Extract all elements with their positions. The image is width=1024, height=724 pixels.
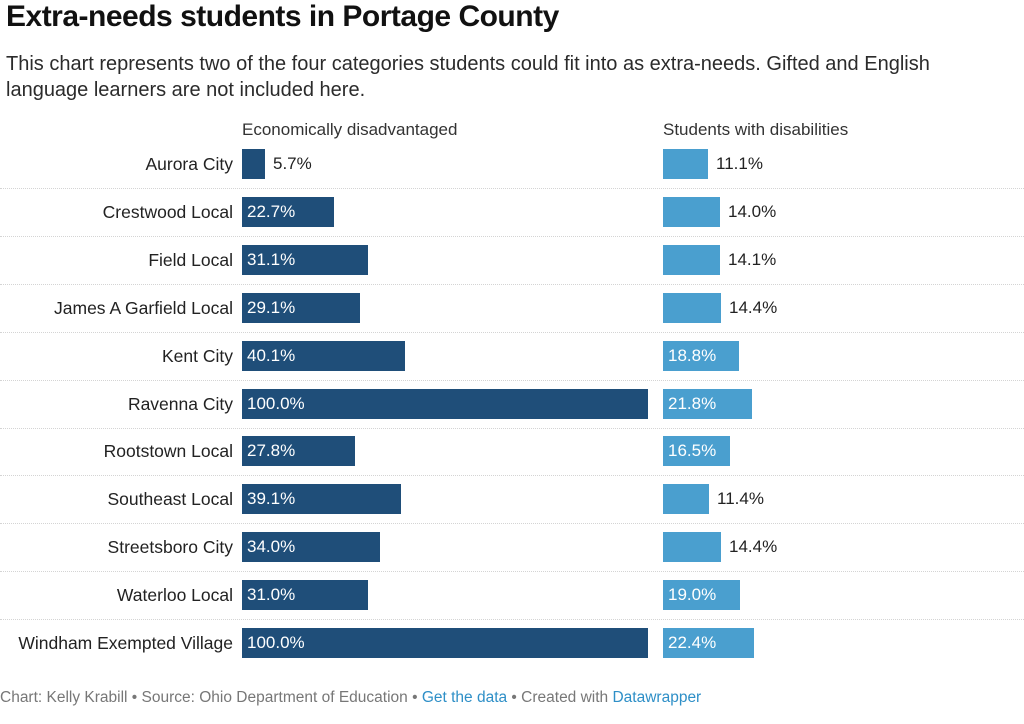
category-label: Windham Exempted Village — [18, 633, 233, 653]
category-label: Kent City — [162, 346, 233, 366]
chart-subtitle: This chart represents two of the four ca… — [6, 53, 930, 101]
bar-students-with-disabilities — [663, 532, 721, 562]
row-separator — [0, 284, 1024, 285]
value-label-students-with-disabilities: 14.1% — [728, 250, 777, 269]
bar-students-with-disabilities — [663, 436, 730, 466]
value-label-students-with-disabilities: 22.4% — [668, 633, 717, 652]
chart-title: Extra-needs students in Portage County — [6, 0, 559, 33]
category-label: Streetsboro City — [107, 537, 233, 557]
value-label-economically-disadvantaged: 5.7% — [273, 154, 312, 173]
bar-students-with-disabilities — [663, 580, 740, 610]
value-label-economically-disadvantaged: 27.8% — [247, 441, 296, 460]
row-separator — [0, 571, 1024, 572]
row-separator — [0, 380, 1024, 381]
get-the-data-link[interactable]: Get the data — [421, 689, 508, 706]
bar-economically-disadvantaged — [242, 149, 265, 179]
bar-students-with-disabilities — [663, 341, 739, 371]
category-label: Rootstown Local — [103, 441, 233, 461]
bar-economically-disadvantaged — [242, 389, 648, 419]
bar-students-with-disabilities — [663, 484, 709, 514]
footer-credit: Chart: Kelly Krabill • Source: Ohio Depa… — [0, 689, 422, 706]
column-header-economically-disadvantaged: Economically disadvantaged — [242, 120, 458, 139]
category-label: Southeast Local — [107, 489, 233, 509]
value-label-students-with-disabilities: 14.4% — [729, 298, 778, 317]
bar-economically-disadvantaged — [242, 341, 405, 371]
value-label-economically-disadvantaged: 39.1% — [247, 489, 296, 508]
category-label: Aurora City — [145, 154, 233, 174]
value-label-students-with-disabilities: 18.8% — [668, 346, 717, 365]
bar-students-with-disabilities — [663, 149, 708, 179]
row-separator — [0, 619, 1024, 620]
value-label-students-with-disabilities: 19.0% — [668, 585, 717, 604]
bar-students-with-disabilities — [663, 197, 720, 227]
bar-students-with-disabilities — [663, 628, 754, 658]
row-separator — [0, 332, 1024, 333]
row-separator — [0, 236, 1024, 237]
row-separator — [0, 523, 1024, 524]
bar-economically-disadvantaged — [242, 245, 368, 275]
bar-students-with-disabilities — [663, 245, 720, 275]
value-label-economically-disadvantaged: 100.0% — [247, 394, 305, 413]
bar-students-with-disabilities — [663, 293, 721, 323]
value-label-students-with-disabilities: 21.8% — [668, 394, 717, 413]
bar-economically-disadvantaged — [242, 436, 355, 466]
value-label-economically-disadvantaged: 31.0% — [247, 585, 296, 604]
category-label: James A Garfield Local — [54, 298, 233, 318]
category-label: Ravenna City — [127, 394, 233, 414]
bar-economically-disadvantaged — [242, 580, 368, 610]
category-label: Field Local — [148, 250, 233, 270]
bar-economically-disadvantaged — [242, 532, 380, 562]
value-label-economically-disadvantaged: 31.1% — [247, 250, 296, 269]
footer-created-with: • Created with — [507, 689, 613, 706]
value-label-students-with-disabilities: 14.0% — [728, 202, 777, 221]
value-label-students-with-disabilities: 14.4% — [729, 537, 778, 556]
row-separator — [0, 475, 1024, 476]
value-label-students-with-disabilities: 11.4% — [717, 489, 764, 508]
category-label: Crestwood Local — [102, 202, 233, 222]
bar-economically-disadvantaged — [242, 293, 360, 323]
value-label-economically-disadvantaged: 29.1% — [247, 298, 296, 317]
row-separator — [0, 428, 1024, 429]
row-separator — [0, 188, 1024, 189]
value-label-economically-disadvantaged: 34.0% — [247, 537, 296, 556]
datawrapper-link[interactable]: Datawrapper — [612, 689, 702, 706]
bar-students-with-disabilities — [663, 389, 752, 419]
bar-economically-disadvantaged — [242, 628, 648, 658]
value-label-students-with-disabilities: 16.5% — [668, 441, 717, 460]
value-label-economically-disadvantaged: 40.1% — [247, 346, 296, 365]
bar-economically-disadvantaged — [242, 197, 334, 227]
category-label: Waterloo Local — [116, 585, 233, 605]
bar-economically-disadvantaged — [242, 484, 401, 514]
value-label-economically-disadvantaged: 100.0% — [247, 633, 305, 652]
chart-footer: Chart: Kelly Krabill • Source: Ohio Depa… — [0, 689, 701, 707]
column-header-students-with-disabilities: Students with disabilities — [663, 120, 849, 139]
value-label-economically-disadvantaged: 22.7% — [247, 202, 296, 221]
value-label-students-with-disabilities: 11.1% — [716, 154, 763, 173]
